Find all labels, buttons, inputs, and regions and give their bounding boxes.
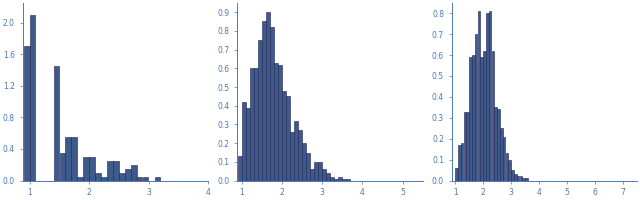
Bar (137, 177, 143, 181)
Bar (342, 179, 346, 181)
Bar (314, 162, 318, 181)
Bar (282, 91, 286, 181)
Bar (30, 15, 35, 181)
Bar (511, 170, 514, 181)
Bar (131, 165, 136, 181)
Bar (286, 96, 290, 181)
Bar (475, 34, 477, 181)
Bar (65, 137, 71, 181)
Bar (323, 169, 326, 181)
Bar (291, 132, 294, 181)
Bar (246, 108, 250, 181)
Bar (483, 51, 486, 181)
Bar (310, 169, 314, 181)
Bar (294, 121, 298, 181)
Bar (250, 68, 254, 181)
Bar (500, 128, 502, 181)
Bar (495, 107, 497, 181)
Bar (107, 161, 113, 181)
Bar (119, 173, 125, 181)
Bar (254, 68, 258, 181)
Bar (508, 160, 511, 181)
Bar (463, 112, 467, 181)
Bar (278, 65, 282, 181)
Bar (506, 153, 508, 181)
Bar (298, 130, 302, 181)
Bar (238, 156, 242, 181)
Bar (54, 66, 60, 181)
Bar (307, 153, 310, 181)
Bar (472, 55, 475, 181)
Bar (503, 137, 506, 181)
Bar (346, 179, 350, 181)
Bar (89, 157, 95, 181)
Bar (72, 137, 77, 181)
Bar (455, 168, 458, 181)
Bar (525, 178, 528, 181)
Bar (486, 13, 489, 181)
Bar (24, 46, 29, 181)
Bar (339, 177, 342, 181)
Bar (334, 179, 338, 181)
Bar (458, 145, 461, 181)
Bar (514, 174, 516, 181)
Bar (155, 177, 160, 181)
Bar (125, 169, 131, 181)
Bar (101, 177, 107, 181)
Bar (461, 143, 463, 181)
Bar (77, 177, 83, 181)
Bar (60, 153, 65, 181)
Bar (517, 176, 520, 181)
Bar (113, 161, 118, 181)
Bar (492, 51, 494, 181)
Bar (522, 178, 525, 181)
Bar (262, 21, 266, 181)
Bar (270, 27, 274, 181)
Bar (266, 12, 270, 181)
Bar (330, 177, 334, 181)
Bar (497, 109, 500, 181)
Bar (481, 57, 483, 181)
Bar (520, 176, 522, 181)
Bar (302, 143, 306, 181)
Bar (242, 102, 246, 181)
Bar (143, 177, 148, 181)
Bar (477, 11, 480, 181)
Bar (318, 162, 322, 181)
Bar (83, 157, 89, 181)
Bar (258, 40, 262, 181)
Bar (95, 173, 101, 181)
Bar (274, 63, 278, 181)
Bar (467, 112, 469, 181)
Bar (489, 11, 492, 181)
Bar (469, 57, 472, 181)
Bar (326, 173, 330, 181)
